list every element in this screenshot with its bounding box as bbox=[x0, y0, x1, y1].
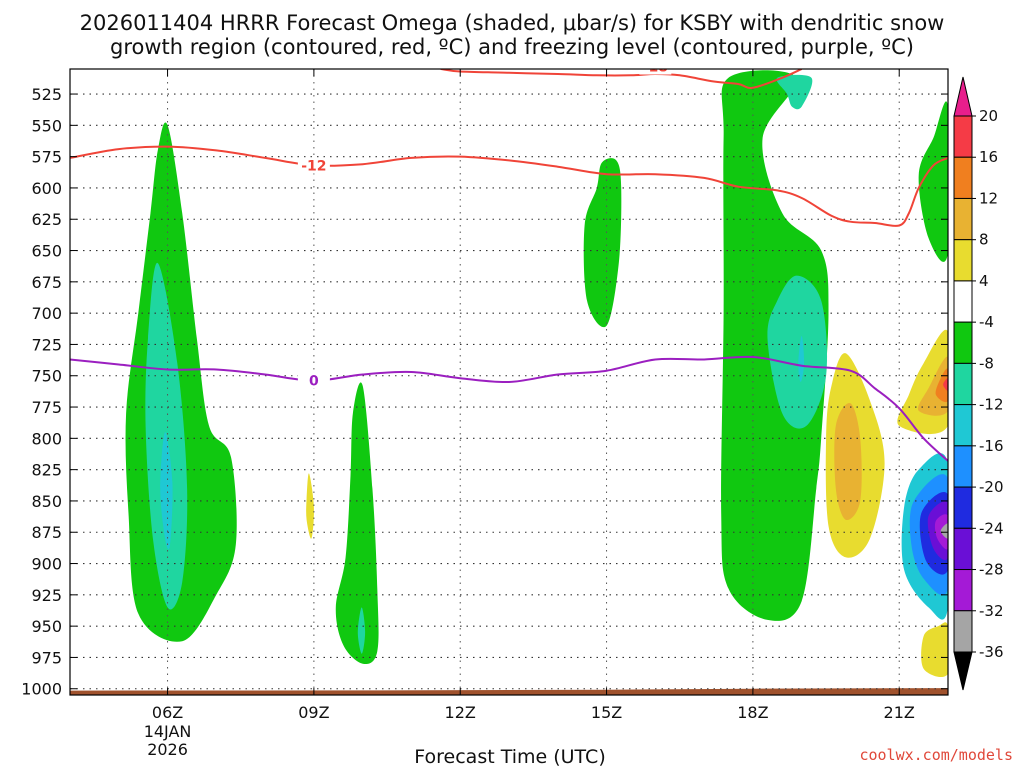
y-tick-label-650: 650 bbox=[31, 242, 62, 261]
y-tick-label-700: 700 bbox=[31, 304, 62, 323]
contour-label-bg--18 bbox=[639, 69, 672, 75]
colorbar-tick-label-8: 8 bbox=[979, 231, 989, 249]
colorbar-band--24-to--20 bbox=[953, 486, 973, 529]
colorbar-band-4-to-8 bbox=[953, 239, 973, 282]
omega-region-2 bbox=[160, 432, 173, 550]
contour-line-0 bbox=[70, 355, 948, 462]
credit-text: coolwx.com/models bbox=[859, 746, 1013, 764]
omega-region-5 bbox=[357, 607, 366, 654]
colorbar-band--28-to--24 bbox=[953, 527, 973, 571]
omega-region-15 bbox=[918, 356, 948, 416]
y-tick-label-975: 975 bbox=[31, 648, 62, 667]
colorbar-tick-label--4: -4 bbox=[979, 313, 994, 331]
omega-region-24 bbox=[921, 622, 948, 677]
colorbar-tick-label--12: -12 bbox=[979, 396, 1004, 414]
y-tick-label-850: 850 bbox=[31, 492, 62, 511]
y-axis: 525 550 575 600 625 650 675 700 725 750 775 800 825 8… bbox=[21, 85, 948, 699]
chart-title-line2: growth region (contoured, red, ºC) and f… bbox=[110, 35, 914, 59]
x-tick-label-09Z: 09Z bbox=[298, 703, 329, 722]
y-tick-label-900: 900 bbox=[31, 555, 62, 574]
contour-label-0: 0 bbox=[309, 374, 319, 390]
colorbar-band--8-to--4 bbox=[953, 321, 973, 364]
terrain-layer bbox=[70, 688, 948, 695]
terrain-fill bbox=[70, 688, 948, 695]
contour-line--12 bbox=[70, 145, 948, 227]
colorbar-tick-label--8: -8 bbox=[979, 354, 994, 372]
omega-region-23 bbox=[940, 523, 948, 539]
colorbar-band--36-to--32 bbox=[953, 610, 973, 653]
colorbar-band--20-to--16 bbox=[953, 445, 973, 488]
x-tick-sublabel-year: 2026 bbox=[147, 740, 188, 759]
colorbar-band--12-to--8 bbox=[953, 362, 973, 406]
omega-region-8 bbox=[776, 74, 813, 110]
omega-region-13 bbox=[918, 101, 948, 262]
contour-label-bg-0 bbox=[297, 372, 330, 389]
y-tick-label-575: 575 bbox=[31, 148, 62, 167]
y-tick-label-675: 675 bbox=[31, 273, 62, 292]
y-tick-label-875: 875 bbox=[31, 523, 62, 542]
colorbar-tick-label--16: -16 bbox=[979, 437, 1004, 455]
omega-region-16 bbox=[935, 368, 948, 403]
y-tick-label-600: 600 bbox=[31, 179, 62, 198]
colorbar-band--4-to-4 bbox=[953, 280, 973, 323]
y-tick-label-1000: 1000 bbox=[21, 680, 62, 699]
colorbar-band-12-to-16 bbox=[953, 156, 973, 199]
omega-region-3 bbox=[306, 473, 314, 539]
colorbar-tick-label-4: 4 bbox=[979, 272, 989, 290]
x-tick-label-21Z: 21Z bbox=[884, 703, 915, 722]
colorbar-tick-label-12: 12 bbox=[979, 189, 998, 207]
x-tick-label-06Z: 06Z bbox=[152, 703, 183, 722]
omega-region-12 bbox=[834, 403, 862, 521]
colorbar-tick-label-16: 16 bbox=[979, 148, 998, 166]
y-tick-label-775: 775 bbox=[31, 398, 62, 417]
omega-shading-layer bbox=[125, 70, 948, 677]
contour-layer: -12 -18 0 bbox=[70, 59, 948, 462]
y-tick-label-950: 950 bbox=[31, 617, 62, 636]
x-axis-label: Forecast Time (UTC) bbox=[414, 746, 605, 768]
colorbar-band--32-to--28 bbox=[953, 569, 973, 612]
x-tick-sublabel-date: 14JAN bbox=[144, 722, 192, 741]
y-tick-label-550: 550 bbox=[31, 116, 62, 135]
colorbar-band-8-to-12 bbox=[953, 197, 973, 241]
colorbar-tick-label--28: -28 bbox=[979, 561, 1004, 579]
y-tick-label-925: 925 bbox=[31, 586, 62, 605]
omega-region-4 bbox=[335, 382, 379, 664]
y-tick-label-800: 800 bbox=[31, 429, 62, 448]
colorbar-band-16-to-20 bbox=[953, 115, 973, 158]
chart-title-line1: 2026011404 HRRR Forecast Omega (shaded, … bbox=[80, 11, 945, 35]
omega-region-10 bbox=[798, 335, 805, 382]
y-tick-label-725: 725 bbox=[31, 335, 62, 354]
colorbar-tick-label-20: 20 bbox=[979, 107, 998, 125]
omega-region-17 bbox=[943, 378, 948, 391]
colorbar-tick-label--36: -36 bbox=[979, 643, 1004, 661]
omega-region-9 bbox=[767, 275, 828, 429]
y-tick-label-825: 825 bbox=[31, 461, 62, 480]
y-tick-label-525: 525 bbox=[31, 85, 62, 104]
contour-label--18: -18 bbox=[643, 59, 668, 75]
x-tick-label-15Z: 15Z bbox=[591, 703, 622, 722]
omega-region-6 bbox=[583, 158, 622, 328]
y-tick-label-625: 625 bbox=[31, 210, 62, 229]
colorbar-tick-label--32: -32 bbox=[979, 602, 1004, 620]
plot-area: -12 -18 0 bbox=[70, 59, 948, 695]
colorbar-bottom-arrow bbox=[953, 651, 973, 691]
x-tick-label-18Z: 18Z bbox=[737, 703, 768, 722]
colorbar-band--16-to--12 bbox=[953, 404, 973, 447]
contour-label--12: -12 bbox=[301, 158, 326, 174]
contour-label-bg--12 bbox=[297, 157, 330, 174]
colorbar-tick-label--20: -20 bbox=[979, 478, 1004, 496]
y-tick-label-750: 750 bbox=[31, 367, 62, 386]
plot-frame bbox=[69, 68, 949, 696]
x-tick-label-12Z: 12Z bbox=[445, 703, 476, 722]
colorbar: 20 16 12 8 4 -4 -8 -12 -16 -20 -24 -28 -32 -36 bbox=[953, 76, 1004, 691]
colorbar-tick-label--24: -24 bbox=[979, 519, 1004, 537]
